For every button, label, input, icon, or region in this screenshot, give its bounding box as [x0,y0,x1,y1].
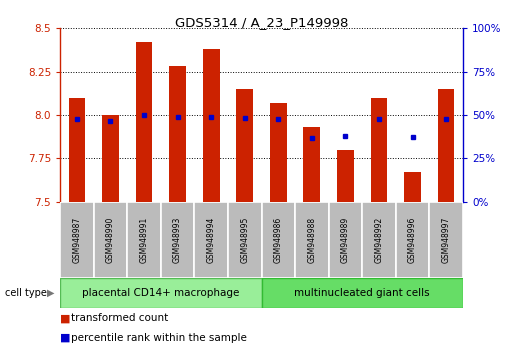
Bar [270,103,287,202]
Bar [371,98,388,202]
Text: GSM948989: GSM948989 [341,217,350,263]
FancyBboxPatch shape [60,202,94,278]
Bar [69,98,85,202]
Text: percentile rank within the sample: percentile rank within the sample [71,333,246,343]
Bar [169,67,186,202]
Text: GSM948990: GSM948990 [106,217,115,263]
Text: GSM948991: GSM948991 [140,217,149,263]
Text: GDS5314 / A_23_P149998: GDS5314 / A_23_P149998 [175,16,348,29]
FancyBboxPatch shape [362,202,396,278]
Text: ■: ■ [60,333,71,343]
Text: transformed count: transformed count [71,313,168,323]
Bar [404,172,421,202]
FancyBboxPatch shape [161,202,195,278]
Bar [203,49,220,202]
FancyBboxPatch shape [295,202,328,278]
Bar [102,115,119,202]
FancyBboxPatch shape [60,278,262,308]
Text: GSM948993: GSM948993 [173,217,182,263]
Text: placental CD14+ macrophage: placental CD14+ macrophage [82,288,240,298]
Bar [236,89,253,202]
FancyBboxPatch shape [396,202,429,278]
Bar [438,89,454,202]
Text: multinucleated giant cells: multinucleated giant cells [294,288,430,298]
FancyBboxPatch shape [429,202,463,278]
Text: GSM948994: GSM948994 [207,217,215,263]
Text: cell type: cell type [5,288,47,298]
FancyBboxPatch shape [127,202,161,278]
Bar [303,127,320,202]
Bar [337,150,354,202]
Text: GSM948986: GSM948986 [274,217,283,263]
FancyBboxPatch shape [262,202,295,278]
Text: GSM948988: GSM948988 [308,217,316,263]
FancyBboxPatch shape [262,278,463,308]
Text: GSM948987: GSM948987 [72,217,82,263]
FancyBboxPatch shape [94,202,127,278]
FancyBboxPatch shape [228,202,262,278]
Text: GSM948992: GSM948992 [374,217,383,263]
Text: GSM948997: GSM948997 [441,217,451,263]
Text: ■: ■ [60,313,71,323]
Bar [135,42,152,202]
Text: GSM948996: GSM948996 [408,217,417,263]
FancyBboxPatch shape [328,202,362,278]
FancyBboxPatch shape [195,202,228,278]
Text: GSM948995: GSM948995 [240,217,249,263]
Text: ▶: ▶ [48,288,55,298]
